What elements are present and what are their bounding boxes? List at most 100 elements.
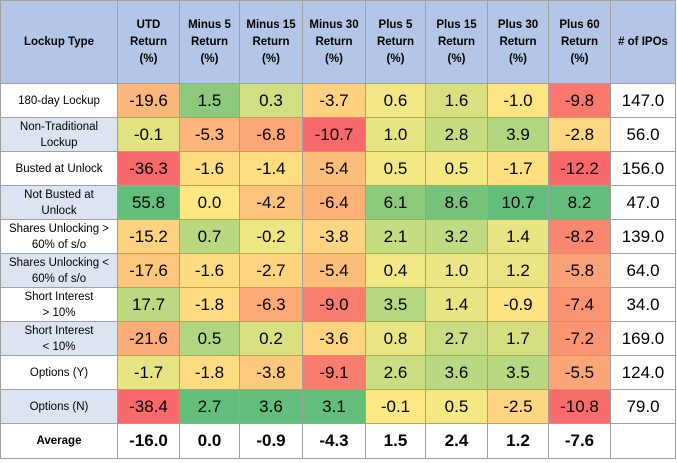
return-cell: 3.5 xyxy=(487,355,549,390)
ipo-count-cell: 56.0 xyxy=(610,117,676,152)
return-cell: 1.6 xyxy=(425,83,488,118)
return-cell: -5.8 xyxy=(548,253,611,288)
return-cell: 2.7 xyxy=(179,389,240,424)
column-header-text: # of IPOs xyxy=(618,35,668,48)
column-header-text: Plus 15 xyxy=(436,18,477,31)
average-value-cell: 0.0 xyxy=(179,423,240,459)
row-label-text: Lockup xyxy=(40,136,78,149)
average-value-cell: -7.6 xyxy=(548,423,611,459)
return-cell: -1.7 xyxy=(117,355,180,390)
row-label: Short Interest > 10% xyxy=(0,287,118,322)
column-header-text: Return xyxy=(560,35,599,48)
average-value-cell: -16.0 xyxy=(117,423,180,459)
row-label-text: 60% of s/o xyxy=(31,238,87,251)
return-cell: -7.2 xyxy=(548,321,611,356)
table-row: Short Interest > 10% 17.7 -1.8 -6.3 -9.0 3.5 1.… xyxy=(0,287,676,322)
return-cell: 3.9 xyxy=(487,117,549,152)
table-body: 180-day Lockup -19.6 1.5 0.3 -3.7 0.6 1.6 -1.0-… xyxy=(0,83,676,459)
column-header-text: (%) xyxy=(509,52,527,65)
return-cell: 0.8 xyxy=(365,321,426,356)
return-cell: -15.2 xyxy=(117,219,180,254)
return-cell: -2.5 xyxy=(487,389,549,424)
column-header-text: Return xyxy=(190,35,229,48)
column-header-text: (%) xyxy=(570,52,589,65)
return-cell: -6.8 xyxy=(239,117,303,152)
return-cell: -6.4 xyxy=(302,185,366,220)
row-label-text: 180-day Lockup xyxy=(18,94,100,107)
column-header-text: Minus 5 xyxy=(188,18,231,31)
row-label: Shares Unlocking > 60% of s/o xyxy=(0,219,118,254)
row-label: Shares Unlocking < 60% of s/o xyxy=(0,253,118,288)
column-header-return: Minus 5 Return (%) xyxy=(179,0,240,84)
return-cell: 10.7 xyxy=(487,185,549,220)
average-value-cell: 1.2 xyxy=(487,423,549,459)
header-row: Lockup Type UTD Return (%) Minus 5 Return (%) M… xyxy=(0,0,676,84)
column-header-text: Return xyxy=(376,35,415,48)
average-value-cell: 1.5 xyxy=(365,423,426,459)
table-row: Shares Unlocking > 60% of s/o -15.2 0.7 -0.2… xyxy=(0,219,676,254)
return-cell: -5.4 xyxy=(302,253,366,288)
return-cell: 17.7 xyxy=(117,287,180,322)
return-cell: -0.1 xyxy=(117,117,180,152)
row-label: Options (Y) xyxy=(0,355,118,390)
return-cell: -6.3 xyxy=(239,287,303,322)
return-cell: -10.8 xyxy=(548,389,611,424)
return-cell: 1.0 xyxy=(425,253,488,288)
return-cell: -1.4 xyxy=(239,151,303,186)
table-row: 180-day Lockup -19.6 1.5 0.3 -3.7 0.6 1.6 -1.0-… xyxy=(0,83,676,118)
row-label: Short Interest < 10% xyxy=(0,321,118,356)
row-label: Non-Traditional Lockup xyxy=(0,117,118,152)
ipo-count-cell: 139.0 xyxy=(610,219,676,254)
column-header-return: UTD Return (%) xyxy=(117,0,180,84)
average-value-cell: -4.3 xyxy=(302,423,366,459)
ipo-count-cell: 169.0 xyxy=(610,321,676,356)
return-cell: -38.4 xyxy=(117,389,180,424)
ipo-count-cell: 79.0 xyxy=(610,389,676,424)
row-label: Options (N) xyxy=(0,389,118,424)
return-cell: 3.6 xyxy=(239,389,303,424)
average-value-cell: 2.4 xyxy=(425,423,488,459)
return-cell: -12.2 xyxy=(548,151,611,186)
return-cell: -2.7 xyxy=(239,253,303,288)
table-row: Short Interest < 10% -21.6 0.5 0.2 -3.6 0.8 2.7… xyxy=(0,321,676,356)
return-cell: -1.0 xyxy=(487,83,549,118)
average-count-cell xyxy=(610,423,676,459)
return-cell: 3.6 xyxy=(425,355,488,390)
column-header-text: Return xyxy=(252,35,290,48)
return-cell: 2.6 xyxy=(365,355,426,390)
return-cell: 55.8 xyxy=(117,185,180,220)
row-label-text: Busted at Unlock xyxy=(15,162,103,175)
return-cell: -0.1 xyxy=(365,389,426,424)
return-cell: 2.7 xyxy=(425,321,488,356)
table-row: Non-Traditional Lockup -0.1 -5.3 -6.8 -10.7 1.… xyxy=(0,117,676,152)
return-cell: 0.6 xyxy=(365,83,426,118)
return-cell: -3.6 xyxy=(302,321,366,356)
return-cell: -2.8 xyxy=(548,117,611,152)
return-cell: -5.3 xyxy=(179,117,240,152)
return-cell: -1.6 xyxy=(179,151,240,186)
table-row: Options (N) -38.4 2.7 3.6 3.1 -0.1 0.5 -2.5 -10.… xyxy=(0,389,676,424)
return-cell: -9.1 xyxy=(302,355,366,390)
return-cell: -1.6 xyxy=(179,253,240,288)
table-row: Busted at Unlock -36.3 -1.6 -1.4 -5.4 0.5 0.5-… xyxy=(0,151,676,186)
return-cell: 0.0 xyxy=(179,185,240,220)
return-cell: 0.7 xyxy=(179,219,240,254)
row-label: Not Busted at Unlock xyxy=(0,185,118,220)
return-cell: -0.9 xyxy=(487,287,549,322)
row-label-text: > 10% xyxy=(42,306,76,319)
return-cell: -1.8 xyxy=(179,355,240,390)
return-cell: 0.5 xyxy=(425,151,488,186)
return-cell: 2.1 xyxy=(365,219,426,254)
return-cell: -0.2 xyxy=(239,219,303,254)
return-cell: 1.4 xyxy=(425,287,488,322)
row-label-text: Short Interest xyxy=(24,290,94,303)
return-cell: -1.7 xyxy=(487,151,549,186)
return-cell: 1.0 xyxy=(365,117,426,152)
table-row: Not Busted at Unlock 55.8 0.0 -4.2 -6.4 6.1 8.6… xyxy=(0,185,676,220)
column-header-text: (%) xyxy=(447,52,466,65)
return-cell: 1.5 xyxy=(179,83,240,118)
return-cell: -9.0 xyxy=(302,287,366,322)
column-header-text: Return xyxy=(437,35,476,48)
ipo-count-cell: 124.0 xyxy=(610,355,676,390)
return-cell: 1.2 xyxy=(487,253,549,288)
